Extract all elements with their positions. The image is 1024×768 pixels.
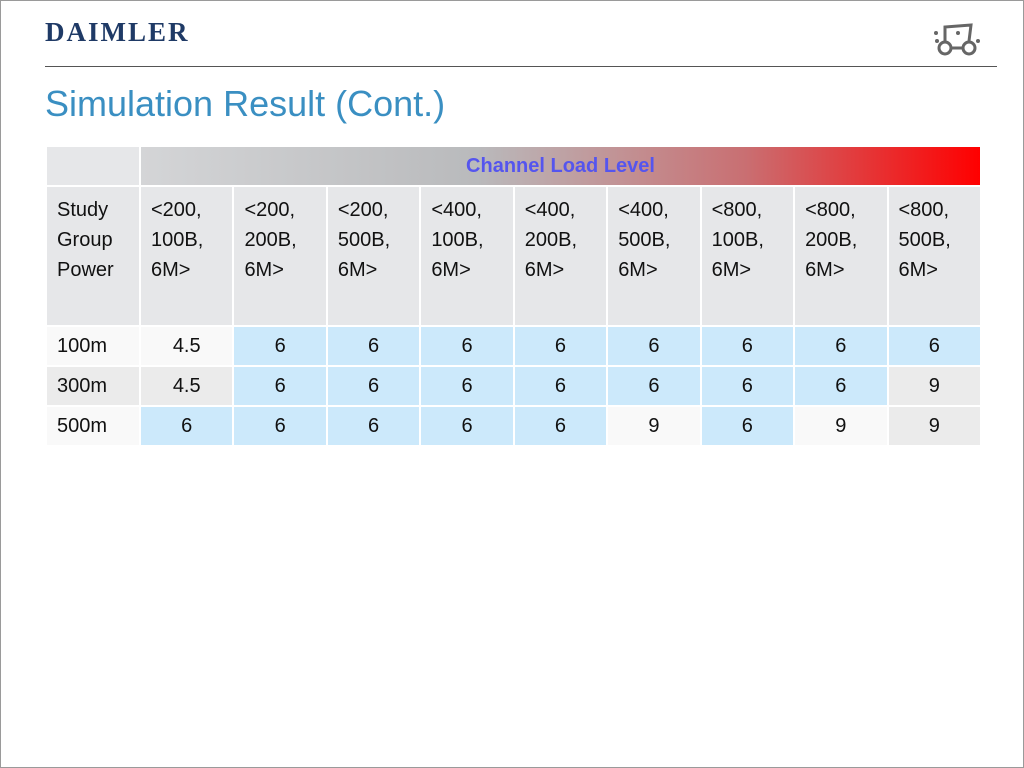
column-header: <400, 500B, 6M>	[606, 185, 702, 327]
value-cell: 6	[232, 365, 328, 407]
data-row: 500m 6 6 6 6 6 9 6 9 9	[45, 405, 982, 447]
column-header-row: Study Group Power <200, 100B, 6M> <200, 20…	[45, 185, 982, 327]
row-label: 100m	[45, 325, 141, 367]
data-row: 300m 4.5 6 6 6 6 6 6 6 9	[45, 365, 982, 407]
column-header: Study Group Power	[45, 185, 141, 327]
value-cell: 6	[699, 405, 796, 447]
column-header: <200, 100B, 6M>	[138, 185, 235, 327]
results-table: Channel Load Level Study Group Power <200…	[45, 145, 982, 447]
value-cell: 6	[232, 405, 328, 447]
row-label: 500m	[45, 405, 141, 447]
value-cell: 6	[232, 325, 328, 367]
value-cell: 6	[699, 365, 796, 407]
column-header: <400, 100B, 6M>	[419, 185, 515, 327]
value-cell: 6	[606, 325, 702, 367]
value-cell: 4.5	[138, 365, 235, 407]
value-cell: 6	[793, 365, 889, 407]
value-cell: 9	[793, 405, 889, 447]
column-header: <200, 500B, 6M>	[325, 185, 422, 327]
value-cell: 6	[419, 365, 515, 407]
column-header: <800, 100B, 6M>	[699, 185, 796, 327]
row-label: 300m	[45, 365, 141, 407]
value-cell: 6	[419, 325, 515, 367]
value-cell: 6	[325, 365, 422, 407]
slide-title: Simulation Result (Cont.)	[45, 83, 446, 124]
value-cell: 9	[606, 405, 702, 447]
value-cell: 6	[886, 325, 982, 367]
value-cell: 6	[699, 325, 796, 367]
value-cell: 9	[886, 365, 982, 407]
header-rule	[45, 66, 997, 67]
data-row: 100m 4.5 6 6 6 6 6 6 6 6	[45, 325, 982, 367]
value-cell: 9	[886, 405, 982, 447]
column-header: <800, 500B, 6M>	[886, 185, 982, 327]
empty-cell	[45, 145, 141, 187]
value-cell: 6	[793, 325, 889, 367]
column-header: <200, 200B, 6M>	[232, 185, 328, 327]
value-cell: 4.5	[138, 325, 235, 367]
value-cell: 6	[606, 365, 702, 407]
value-cell: 6	[325, 325, 422, 367]
brand-logo: DAIMLER	[45, 17, 190, 47]
value-cell: 6	[138, 405, 235, 447]
group-header-row: Channel Load Level	[45, 145, 982, 187]
value-cell: 6	[512, 405, 609, 447]
column-header: <400, 200B, 6M>	[512, 185, 609, 327]
logo-icon	[934, 23, 980, 56]
value-cell: 6	[325, 405, 422, 447]
value-cell: 6	[512, 325, 609, 367]
value-cell: 6	[512, 365, 609, 407]
group-header: Channel Load Level	[139, 145, 982, 187]
column-header: <800, 200B, 6M>	[793, 185, 889, 327]
value-cell: 6	[419, 405, 515, 447]
